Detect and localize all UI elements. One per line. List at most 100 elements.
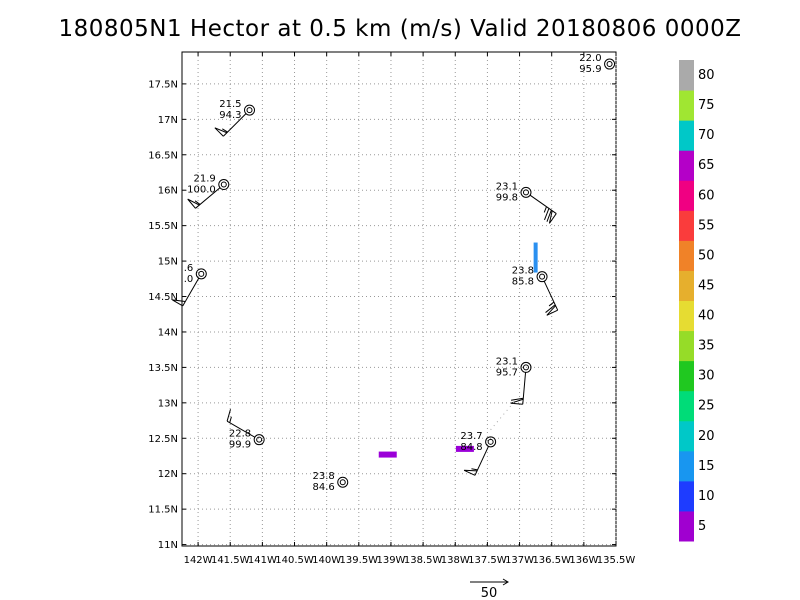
station-value: 100.0 — [187, 185, 216, 196]
wind-barb-staff — [222, 113, 247, 137]
colorbar-swatch — [679, 150, 694, 181]
station-circle — [218, 179, 230, 191]
station-temp: 23.8 — [512, 266, 534, 277]
speed-patch — [455, 445, 474, 452]
wind-barb-staff — [474, 446, 489, 476]
colorbar-swatch — [679, 60, 694, 91]
vector-legend: 50 — [470, 578, 509, 600]
wind-barb-staff — [522, 372, 527, 405]
lat-label: 11N — [158, 540, 178, 551]
wind-barb-pennant — [510, 398, 524, 405]
wind-barb-feather — [226, 409, 231, 422]
wind-barb-half-feather — [548, 301, 555, 307]
wind-barb-staff — [529, 194, 557, 214]
wind-barb-pennant — [214, 127, 228, 137]
station-value: 84.6 — [312, 482, 334, 493]
lon-label: 140W — [312, 555, 341, 566]
latitude-labels: 17.5N 17N 16.5N 16N 15.5N 15N 14.5N 14N 13.5N 13N… — [148, 79, 178, 551]
vector-legend-label: 50 — [481, 586, 498, 600]
station-circle — [536, 271, 548, 283]
station-inner-circle — [256, 436, 263, 443]
wind-barb-half-feather — [543, 206, 547, 213]
station-inner-circle — [339, 479, 346, 486]
station-inner-circle — [198, 270, 205, 277]
lon-label: 137W — [505, 555, 534, 566]
wind-barb-staff — [195, 187, 221, 209]
station-inner-circle — [487, 438, 494, 445]
colorbar-swatch — [679, 360, 694, 392]
colorbar-swatch — [679, 240, 694, 271]
station: .6.0 — [172, 263, 207, 307]
colorbar-swatch — [679, 90, 694, 121]
colorbar-swatch — [679, 210, 694, 241]
station-circle — [485, 436, 497, 448]
station-temp: 23.1 — [496, 356, 518, 367]
lon-label: 141W — [248, 555, 277, 566]
station-circle — [195, 268, 207, 280]
lat-label: 17.5N — [148, 79, 178, 90]
wind-barb-staff — [226, 420, 256, 438]
station: 22.095.9 — [579, 53, 616, 75]
colorbar: 5 10 15 20 25 30 35 40 45 50 55 60 65 70 75 80 — [679, 60, 715, 542]
lon-label: 135.5W — [597, 555, 636, 566]
wind-barb-staff — [543, 280, 559, 311]
station: 23.195.7 — [496, 356, 532, 405]
colorbar-swatch — [679, 330, 694, 362]
station: 22.899.9 — [226, 409, 265, 451]
wind-barb-feather — [510, 397, 524, 401]
speed-patch — [378, 451, 397, 458]
colorbar-label: 60 — [698, 188, 715, 203]
station-value: 95.7 — [496, 367, 518, 378]
lon-label: 136W — [569, 555, 598, 566]
colorbar-swatch — [679, 300, 694, 332]
station: 21.594.3 — [214, 99, 256, 137]
colorbar-label: 35 — [698, 339, 715, 354]
wind-speed-patches — [378, 242, 538, 458]
station-circle — [253, 434, 265, 446]
lat-label: 13.5N — [148, 363, 178, 374]
lon-label: 139W — [376, 555, 405, 566]
lon-label: 137.5W — [468, 555, 507, 566]
colorbar-swatch — [679, 180, 694, 211]
colorbar-label: 55 — [698, 218, 715, 233]
wind-barb-feather — [546, 209, 552, 222]
station-circle — [604, 58, 616, 70]
chart-title: 180805N1 Hector at 0.5 km (m/s) Valid 20… — [58, 16, 742, 42]
station-plots: 21.594.321.9100.0.6.023.199.823.885.823.… — [172, 53, 616, 493]
wind-barb-pennant — [463, 469, 478, 476]
wind-barb-feather — [545, 304, 556, 313]
station-temp: 21.5 — [219, 99, 241, 110]
longitude-labels: 142W141.5W141W140.5W140W139.5W139W138.5W… — [184, 555, 636, 566]
station-temp: 23.8 — [312, 471, 334, 482]
station-circle — [520, 186, 532, 198]
track-trail — [490, 398, 517, 431]
colorbar-label: 20 — [698, 429, 715, 444]
station-inner-circle — [522, 189, 529, 196]
map-grid — [182, 52, 617, 546]
station-temp: 23.7 — [460, 431, 482, 442]
lon-label: 138W — [441, 555, 470, 566]
station-inner-circle — [522, 364, 529, 371]
station-circle — [520, 361, 532, 373]
wind-barb-staff — [182, 277, 200, 307]
colorbar-label: 15 — [698, 459, 715, 474]
colorbar-swatch — [679, 480, 694, 512]
lat-label: 16N — [158, 186, 178, 197]
lon-label: 140.5W — [275, 555, 314, 566]
station-value: 99.9 — [229, 440, 251, 451]
station-inner-circle — [246, 107, 253, 114]
wind-barb-half-feather — [194, 200, 201, 205]
lat-label: 14.5N — [148, 292, 178, 303]
colorbar-swatch — [679, 390, 694, 422]
wind-barb-pennant — [548, 210, 557, 224]
colorbar-label: 5 — [698, 519, 706, 534]
station-inner-circle — [220, 181, 227, 188]
lon-label: 139.5W — [340, 555, 379, 566]
wind-barb-pennant — [546, 305, 558, 316]
station-inner-circle — [606, 61, 613, 68]
speed-patch — [533, 242, 538, 273]
station-value: 94.3 — [219, 110, 241, 121]
station-value: 95.9 — [579, 64, 601, 75]
lon-label: 138.5W — [404, 555, 443, 566]
